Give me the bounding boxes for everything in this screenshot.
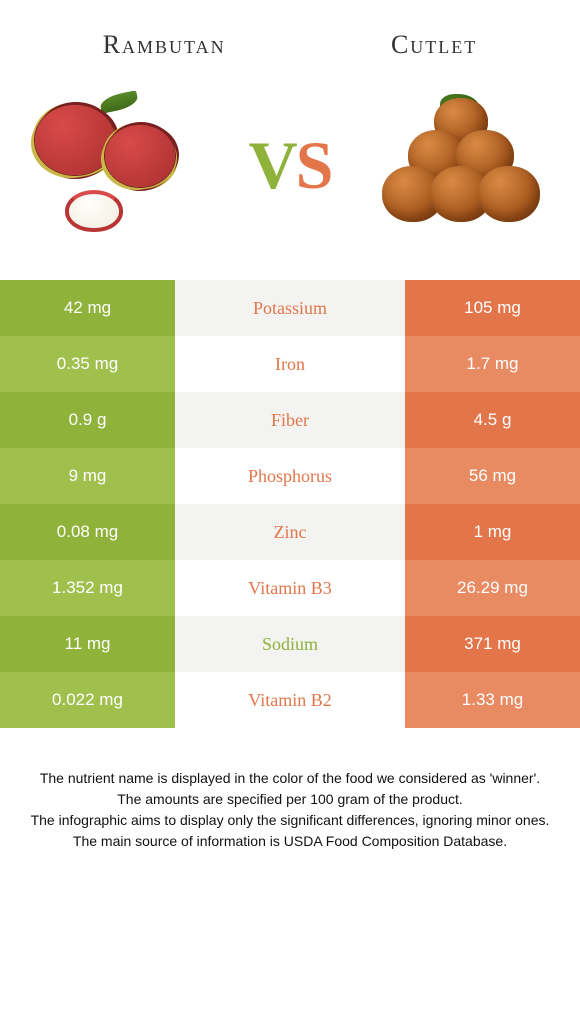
hero: VS [0,80,580,280]
nutrient-label: Fiber [175,392,405,448]
nutrient-label: Iron [175,336,405,392]
value-right: 1 mg [405,504,580,560]
value-right: 26.29 mg [405,560,580,616]
footer-line: The nutrient name is displayed in the co… [24,768,556,789]
footer-line: The main source of information is USDA F… [24,831,556,852]
rambutan-image [30,90,200,240]
table-row: 0.9 gFiber4.5 g [0,392,580,448]
value-left: 0.9 g [0,392,175,448]
title-right: Cutlet [391,30,477,60]
vs-s: S [296,127,332,203]
table-row: 11 mgSodium371 mg [0,616,580,672]
value-right: 56 mg [405,448,580,504]
nutrient-label: Phosphorus [175,448,405,504]
value-right: 4.5 g [405,392,580,448]
table-row: 42 mgPotassium105 mg [0,280,580,336]
value-left: 9 mg [0,448,175,504]
vs-v: V [249,127,296,203]
value-left: 0.08 mg [0,504,175,560]
table-row: 9 mgPhosphorus56 mg [0,448,580,504]
nutrient-label: Vitamin B2 [175,672,405,728]
nutrient-label: Potassium [175,280,405,336]
nutrient-label: Sodium [175,616,405,672]
value-left: 1.352 mg [0,560,175,616]
nutrient-label: Zinc [175,504,405,560]
table-row: 0.022 mgVitamin B21.33 mg [0,672,580,728]
title-left: Rambutan [103,30,226,60]
value-left: 0.35 mg [0,336,175,392]
table-row: 0.35 mgIron1.7 mg [0,336,580,392]
table-row: 0.08 mgZinc1 mg [0,504,580,560]
nutrient-table: 42 mgPotassium105 mg0.35 mgIron1.7 mg0.9… [0,280,580,728]
footer-line: The infographic aims to display only the… [24,810,556,831]
table-row: 1.352 mgVitamin B326.29 mg [0,560,580,616]
value-right: 105 mg [405,280,580,336]
cutlet-image [380,90,550,240]
value-left: 0.022 mg [0,672,175,728]
footer-notes: The nutrient name is displayed in the co… [0,728,580,852]
header: Rambutan Cutlet [0,0,580,80]
vs-label: VS [249,126,332,205]
value-right: 1.33 mg [405,672,580,728]
nutrient-label: Vitamin B3 [175,560,405,616]
value-right: 371 mg [405,616,580,672]
footer-line: The amounts are specified per 100 gram o… [24,789,556,810]
value-right: 1.7 mg [405,336,580,392]
value-left: 42 mg [0,280,175,336]
value-left: 11 mg [0,616,175,672]
